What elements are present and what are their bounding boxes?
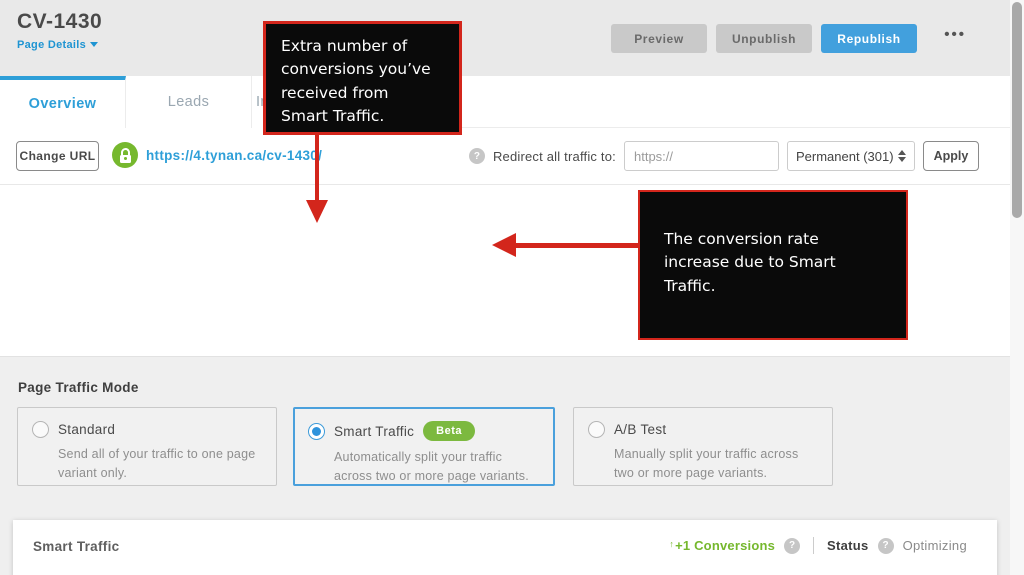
- redirect-type-select[interactable]: Permanent (301): [787, 141, 915, 171]
- tab-bar: Overview Leads In: [0, 76, 1010, 128]
- traffic-mode-heading: Page Traffic Mode: [18, 380, 139, 395]
- help-icon[interactable]: ?: [784, 537, 801, 554]
- republish-button[interactable]: Republish: [821, 24, 917, 53]
- apply-button[interactable]: Apply: [923, 141, 979, 171]
- option-smart-traffic[interactable]: Smart Traffic Beta Automatically split y…: [293, 407, 555, 486]
- tab-overview[interactable]: Overview: [0, 76, 126, 128]
- redirect-label: Redirect all traffic to:: [492, 148, 616, 164]
- option-description: Manually split your traffic across two o…: [614, 447, 799, 481]
- option-description: Send all of your traffic to one page var…: [58, 447, 256, 481]
- radio-ab-test[interactable]: [588, 421, 605, 438]
- smart-traffic-panel: Smart Traffic ↑+1 Conversions ? Status ?…: [13, 520, 997, 575]
- divider: [813, 537, 815, 554]
- up-arrow-icon: ↑: [669, 539, 675, 549]
- help-icon[interactable]: ?: [877, 537, 894, 554]
- lock-icon: [112, 142, 138, 168]
- option-standard[interactable]: Standard Send all of your traffic to one…: [17, 407, 277, 486]
- option-description: Automatically split your traffic across …: [334, 450, 529, 484]
- radio-smart-traffic[interactable]: [308, 422, 325, 440]
- radio-standard[interactable]: [32, 421, 49, 438]
- option-title: Standard: [58, 422, 116, 437]
- arrow-down-icon: [306, 200, 328, 223]
- arrow-left-icon: [492, 233, 516, 257]
- panel-conversions: ↑+1 Conversions: [669, 538, 776, 553]
- status-label: Status: [827, 538, 869, 553]
- panel-heading: Smart Traffic: [33, 539, 120, 554]
- tab-leads[interactable]: Leads: [126, 76, 252, 128]
- annotation-conversions: Extra number of conversions you’ve recei…: [263, 21, 462, 135]
- page-title: CV-1430: [17, 10, 103, 33]
- option-title: A/B Test: [614, 422, 667, 437]
- help-icon[interactable]: ?: [468, 148, 485, 164]
- stepper-icon: [898, 150, 906, 162]
- header: CV-1430 Page Details Preview Unpublish R…: [0, 0, 1010, 76]
- page-url-link[interactable]: https://4.tynan.ca/cv-1430/: [146, 148, 323, 163]
- page-traffic-mode-section: Page Traffic Mode Standard Send all of y…: [0, 356, 1010, 520]
- scrollbar-track[interactable]: [1010, 0, 1024, 575]
- page-details-link[interactable]: Page Details: [17, 39, 99, 51]
- annotation-rate: The conversion rate increase due to Smar…: [638, 190, 908, 340]
- arrow-left-line: [514, 243, 638, 248]
- option-title: Smart Traffic: [334, 423, 415, 439]
- redirect-url-input[interactable]: [624, 141, 779, 171]
- status-value: Optimizing: [902, 538, 967, 553]
- scrollbar-thumb[interactable]: [1012, 2, 1022, 218]
- beta-badge: Beta: [423, 421, 476, 441]
- unpublish-button[interactable]: Unpublish: [716, 24, 812, 53]
- chevron-down-icon: [90, 42, 99, 47]
- more-menu-button[interactable]: •••: [944, 26, 966, 43]
- preview-button[interactable]: Preview: [611, 24, 707, 53]
- option-ab-test[interactable]: A/B Test Manually split your traffic acr…: [573, 407, 833, 486]
- arrow-down-line: [315, 135, 319, 201]
- change-url-button[interactable]: Change URL: [16, 141, 99, 171]
- url-row: Change URL https://4.tynan.ca/cv-1430/ ?…: [0, 128, 1010, 185]
